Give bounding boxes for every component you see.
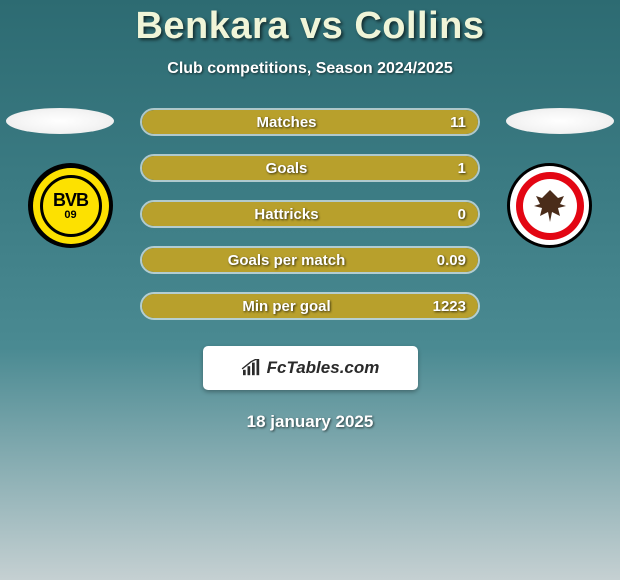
team-logo-right (507, 163, 592, 248)
date-text: 18 january 2025 (0, 412, 620, 432)
stat-row-min-per-goal: Min per goal 1223 (140, 292, 480, 320)
stat-value: 11 (431, 114, 466, 131)
page-subtitle: Club competitions, Season 2024/2025 (0, 60, 620, 78)
stat-label: Goals (142, 160, 431, 177)
stat-value: 1223 (431, 298, 466, 315)
brand-box[interactable]: FcTables.com (203, 346, 418, 390)
player-photo-placeholder-right (506, 108, 614, 134)
bvb-logo-yellow: BVB 09 (33, 168, 109, 244)
stat-row-goals-per-match: Goals per match 0.09 (140, 246, 480, 274)
stat-row-goals: Goals 1 (140, 154, 480, 182)
team-logo-left: BVB 09 (28, 163, 113, 248)
bar-chart-icon (241, 359, 263, 377)
bvb-logo-inner: BVB 09 (40, 175, 102, 237)
stat-label: Hattricks (142, 206, 431, 223)
header: Benkara vs Collins Club competitions, Se… (0, 0, 620, 78)
eagle-icon (530, 186, 570, 226)
stat-label: Matches (142, 114, 431, 131)
eintracht-logo-outer (507, 163, 592, 248)
eintracht-logo-red (516, 172, 584, 240)
stat-value: 0 (431, 206, 466, 223)
stat-row-hattricks: Hattricks 0 (140, 200, 480, 228)
stat-row-matches: Matches 11 (140, 108, 480, 136)
page-title: Benkara vs Collins (0, 5, 620, 48)
brand-text: FcTables.com (267, 358, 380, 378)
stat-label: Goals per match (142, 252, 431, 269)
eintracht-logo-inner (523, 179, 577, 233)
bvb-text-bottom: 09 (64, 210, 76, 221)
stat-value: 0.09 (431, 252, 466, 269)
player-photo-placeholder-left (6, 108, 114, 134)
stats-list: Matches 11 Goals 1 Hattricks 0 Goals per… (140, 108, 480, 320)
main-container: BVB 09 Matches 11 (0, 108, 620, 432)
stat-value: 1 (431, 160, 466, 177)
bvb-logo-outer: BVB 09 (28, 163, 113, 248)
stat-label: Min per goal (142, 298, 431, 315)
bvb-text-top: BVB (53, 191, 88, 209)
